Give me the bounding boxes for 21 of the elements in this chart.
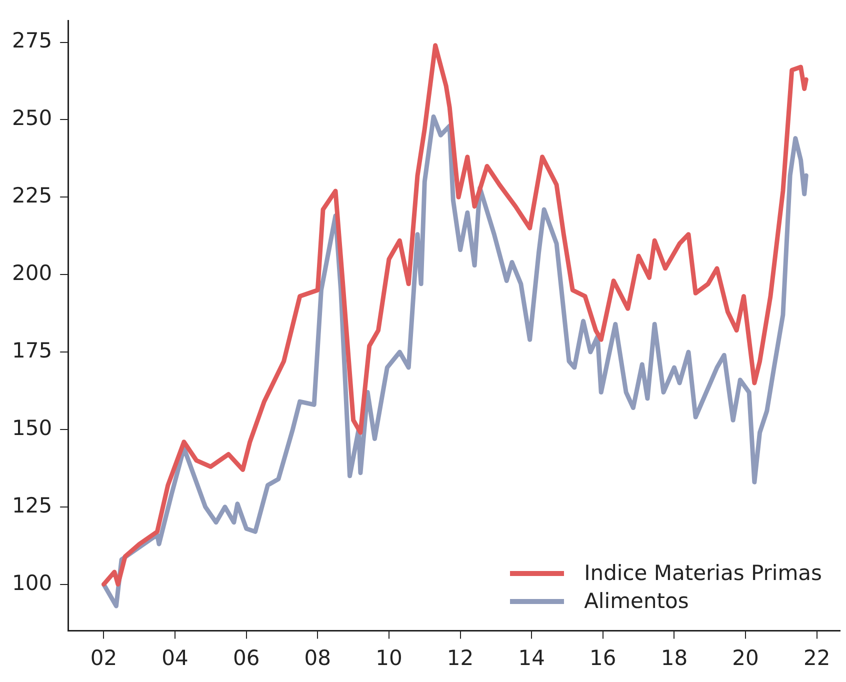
x-tick-label: 02 [90,646,118,670]
x-tick-label: 20 [732,646,759,670]
x-tick-label: 04 [162,646,188,670]
x-tick-label: 22 [803,646,830,670]
y-tick-label: 100 [12,570,52,595]
x-tick-label: 12 [446,646,474,670]
y-tick-label: 175 [12,338,52,362]
x-tick-label: 08 [304,646,332,670]
y-tick-label: 275 [12,28,52,53]
x-tick-label: 06 [232,646,260,670]
x-tick-label: 14 [518,646,545,670]
y-tick-label: 150 [12,416,52,440]
y-tick-label: 125 [12,493,52,518]
y-tick-label: 225 [12,184,52,208]
x-tick-label: 10 [376,646,402,670]
y-tick-label: 200 [12,261,52,286]
y-tick-label: 250 [12,106,52,130]
legend-label: Indice Materias Primas [584,561,822,585]
x-tick-label: 18 [660,646,688,670]
x-tick-label: 16 [590,646,616,670]
legend-label: Alimentos [584,589,689,613]
